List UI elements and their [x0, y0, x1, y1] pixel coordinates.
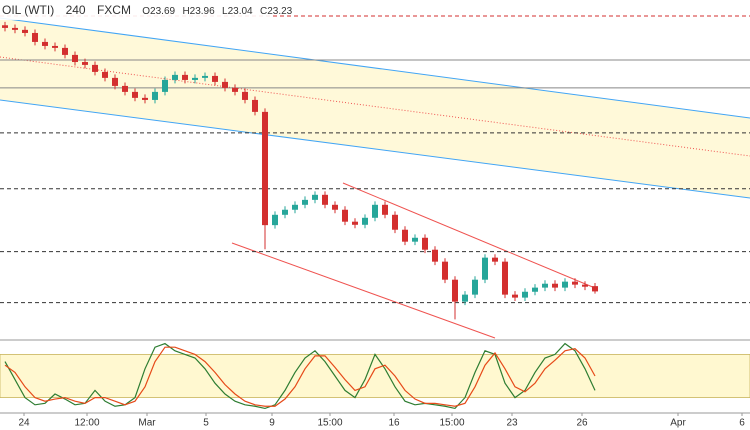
candle-body: [212, 75, 218, 82]
candle-body: [572, 281, 578, 285]
x-tick-label: 23: [506, 418, 518, 429]
down-channel-top: [342, 182, 596, 289]
x-tick-label: 24: [18, 418, 30, 429]
candle-body: [162, 79, 168, 92]
candle-body: [112, 77, 118, 86]
channel-bottom: [0, 99, 750, 199]
candle-body: [52, 45, 58, 48]
x-tick-label: Mar: [138, 418, 156, 429]
candle-body: [102, 71, 108, 78]
candle-body: [362, 217, 368, 225]
candle-body: [532, 287, 538, 292]
candle-body: [232, 87, 238, 92]
x-tick-label: Apr: [670, 418, 686, 429]
symbol: OIL (WTI): [2, 3, 54, 17]
candle-body: [562, 281, 568, 288]
candle-body: [582, 284, 588, 287]
candle-body: [382, 204, 388, 215]
candle-body: [552, 283, 558, 288]
candle-body: [32, 32, 38, 42]
oscillator-band: [0, 353, 750, 398]
candle-body: [502, 261, 508, 295]
candle-body: [2, 25, 8, 28]
candle-body: [322, 194, 328, 205]
x-tick-label: 9: [269, 418, 275, 429]
x-tick-label: 15:00: [317, 418, 342, 429]
candle-body: [82, 62, 88, 65]
oscillator-line: [4, 346, 596, 407]
interval: 240: [66, 3, 86, 17]
candle-body: [372, 204, 378, 218]
ohlc-high: H23.96: [182, 6, 215, 17]
candle-body: [42, 41, 48, 46]
down-channel-bottom: [231, 242, 496, 339]
candle-body: [132, 91, 138, 98]
candle-body: [442, 261, 448, 280]
ohlc-open: O23.69: [142, 6, 175, 17]
candle-body: [462, 294, 468, 302]
header: OIL (WTI) 240 FXCM O23.69 H23.96 L23.04 …: [2, 3, 293, 17]
candle-body: [342, 209, 348, 222]
candle-body: [542, 283, 548, 288]
candle-body: [192, 77, 198, 80]
oscillator-line: [4, 342, 596, 410]
candle-body: [282, 209, 288, 215]
candle-body: [182, 74, 188, 80]
candle-body: [472, 279, 478, 295]
candle-body: [92, 64, 98, 72]
candle-body: [142, 97, 148, 100]
candle-body: [302, 199, 308, 205]
candle-body: [252, 99, 258, 112]
candle-body: [392, 214, 398, 230]
x-tick-label: 6: [739, 418, 745, 429]
candle-body: [262, 111, 268, 226]
channel-top: [0, 17, 750, 119]
x-tick-label: 15:00: [439, 418, 464, 429]
header-bg: [0, 2, 270, 20]
source: FXCM: [97, 3, 131, 17]
candle-body: [422, 237, 428, 250]
ohlc-low: L23.04: [222, 6, 253, 17]
candle-body: [352, 221, 358, 225]
candle-body: [412, 237, 418, 242]
candle-body: [432, 249, 438, 262]
candle-body: [522, 291, 528, 298]
candle-body: [202, 75, 208, 78]
candle-body: [292, 204, 298, 210]
candle-body: [332, 204, 338, 210]
candle-body: [222, 81, 228, 88]
channel-mid: [0, 56, 750, 157]
ohlc-close: C23.23: [260, 6, 293, 17]
candle-body: [12, 27, 18, 30]
x-tick-label: 16: [388, 418, 400, 429]
candle-body: [512, 294, 518, 298]
x-tick-label: 26: [576, 418, 588, 429]
candle-body: [452, 279, 458, 302]
channel-fill: [0, 18, 750, 198]
candle-body: [62, 47, 68, 55]
candle-body: [492, 257, 498, 262]
candle-body: [72, 54, 78, 63]
candle-body: [172, 74, 178, 80]
x-tick-label: 12:00: [74, 418, 99, 429]
candle-body: [272, 214, 278, 226]
candle-body: [402, 229, 408, 242]
x-tick-label: 5: [203, 418, 209, 429]
candle-body: [22, 29, 28, 33]
candle-body: [152, 91, 158, 100]
candle-body: [122, 85, 128, 92]
candle-body: [482, 257, 488, 280]
candle-body: [312, 194, 318, 200]
candle-body: [242, 91, 248, 100]
candle-body: [592, 286, 598, 292]
